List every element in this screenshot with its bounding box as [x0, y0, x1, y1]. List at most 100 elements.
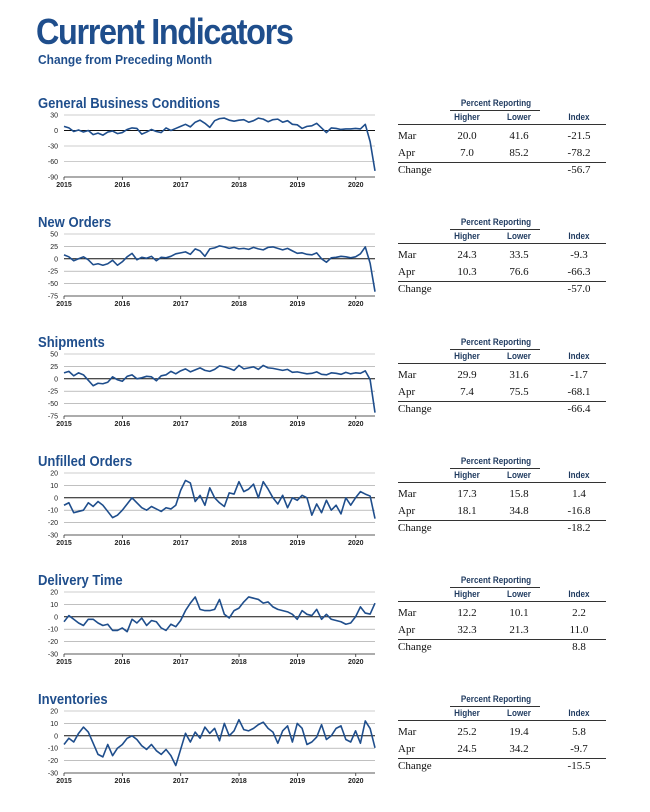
table-row-mar: Mar 12.2 10.1 2.2	[398, 607, 606, 621]
x-tick-label: 2017	[173, 421, 189, 428]
y-tick-label: 0	[54, 733, 58, 740]
table-cell: 15.8	[509, 488, 529, 500]
lower-header: Lower	[507, 112, 531, 122]
page-subtitle: Change from Preceding Month	[38, 52, 213, 67]
table-cell: 20.0	[457, 130, 477, 142]
table-cell: 10.3	[457, 266, 477, 278]
percent-table: Percent Reporting Higher Lower Index Mar 17.3…	[398, 454, 608, 554]
table-row-apr: Apr 24.5 34.2 -9.7	[398, 743, 606, 757]
lower-header: Lower	[507, 231, 531, 241]
x-tick-label: 2016	[115, 421, 131, 428]
y-tick-label: -60	[48, 159, 58, 166]
table-cell: 12.2	[457, 607, 477, 619]
x-tick-label: 2015	[56, 301, 72, 308]
column-header-rule	[398, 482, 606, 483]
y-tick-label: -75	[48, 294, 58, 301]
row-label: Mar	[398, 607, 417, 619]
table-cell: 21.3	[509, 624, 529, 636]
lower-header: Lower	[507, 351, 531, 361]
row-label: Change	[398, 522, 432, 534]
table-cell: 10.1	[509, 607, 529, 619]
higher-header: Higher	[454, 470, 480, 480]
percent-reporting-header: Percent Reporting	[460, 456, 532, 466]
table-cell: 19.4	[509, 726, 529, 738]
table-cell: 75.5	[509, 386, 529, 398]
x-tick-label: 2018	[231, 421, 247, 428]
x-tick-label: 2019	[290, 540, 306, 547]
row-label: Change	[398, 403, 432, 415]
indicator-section: General Business Conditions 30 0 -30 -60 -90 2…	[0, 96, 650, 216]
y-tick-label: -20	[48, 758, 58, 765]
x-tick-label: 2018	[231, 182, 247, 189]
x-tick-label: 2019	[290, 182, 306, 189]
table-cell: 1.4	[572, 488, 586, 500]
x-tick-label: 2016	[115, 540, 131, 547]
index-header: Index	[568, 231, 590, 241]
table-cell: 7.4	[460, 386, 474, 398]
y-tick-label: -25	[48, 389, 58, 396]
y-tick-label: 20	[50, 471, 58, 478]
table-row-mar: Mar 17.3 15.8 1.4	[398, 488, 606, 502]
x-tick-label: 2020	[348, 182, 364, 189]
header-rule	[450, 349, 540, 350]
table-cell: 2.2	[572, 607, 586, 619]
indicator-section: Shipments 50 25 0 -25 -50 -75 2015 2016 2017 2018 2…	[0, 335, 650, 455]
higher-header: Higher	[454, 351, 480, 361]
lower-header: Lower	[507, 589, 531, 599]
change-value: -15.5	[567, 760, 591, 772]
x-tick-label: 2017	[173, 182, 189, 189]
table-row-mar: Mar 29.9 31.6 -1.7	[398, 369, 606, 383]
indicator-section: New Orders 50 25 0 -25 -50 -75 2015 2016 2017 2018…	[0, 215, 650, 335]
percent-reporting-header: Percent Reporting	[460, 694, 532, 704]
row-label: Mar	[398, 726, 417, 738]
y-tick-label: 30	[50, 113, 58, 120]
x-tick-label: 2017	[173, 659, 189, 666]
x-tick-label: 2018	[231, 659, 247, 666]
lower-header: Lower	[507, 708, 531, 718]
section-title: Shipments	[38, 335, 105, 351]
x-tick-label: 2018	[231, 301, 247, 308]
row-label: Apr	[398, 386, 416, 398]
table-cell: 34.2	[509, 743, 529, 755]
column-header-rule	[398, 720, 606, 721]
row-label: Change	[398, 641, 432, 653]
header-rule	[450, 229, 540, 230]
percent-reporting-header: Percent Reporting	[460, 337, 532, 347]
higher-header: Higher	[454, 589, 480, 599]
table-row-change: Change -18.2	[398, 520, 606, 536]
change-value: -18.2	[567, 522, 591, 534]
row-label: Mar	[398, 369, 417, 381]
x-tick-label: 2017	[173, 540, 189, 547]
section-title: New Orders	[38, 215, 112, 231]
x-tick-label: 2020	[348, 659, 364, 666]
x-tick-label: 2019	[290, 301, 306, 308]
percent-table: Percent Reporting Higher Lower Index Mar 24.3…	[398, 215, 608, 315]
table-row-mar: Mar 20.0 41.6 -21.5	[398, 130, 606, 144]
y-tick-label: 10	[50, 483, 58, 490]
y-tick-label: -50	[48, 401, 58, 408]
table-cell: 29.9	[457, 369, 477, 381]
series-line	[63, 117, 376, 172]
series-line	[63, 245, 376, 292]
x-tick-label: 2018	[231, 540, 247, 547]
column-header-rule	[398, 243, 606, 244]
y-tick-label: -10	[48, 508, 58, 515]
y-tick-label: 50	[50, 232, 58, 239]
x-tick-label: 2020	[348, 778, 364, 785]
column-header-rule	[398, 124, 606, 125]
row-label: Change	[398, 283, 432, 295]
y-tick-label: 20	[50, 590, 58, 597]
y-tick-label: 20	[50, 709, 58, 716]
table-row-mar: Mar 25.2 19.4 5.8	[398, 726, 606, 740]
x-tick-label: 2015	[56, 182, 72, 189]
row-label: Change	[398, 760, 432, 772]
table-cell: 24.5	[457, 743, 477, 755]
y-tick-label: 0	[54, 614, 58, 621]
y-tick-label: -50	[48, 281, 58, 288]
table-row-change: Change -57.0	[398, 281, 606, 297]
x-tick-label: 2018	[231, 778, 247, 785]
